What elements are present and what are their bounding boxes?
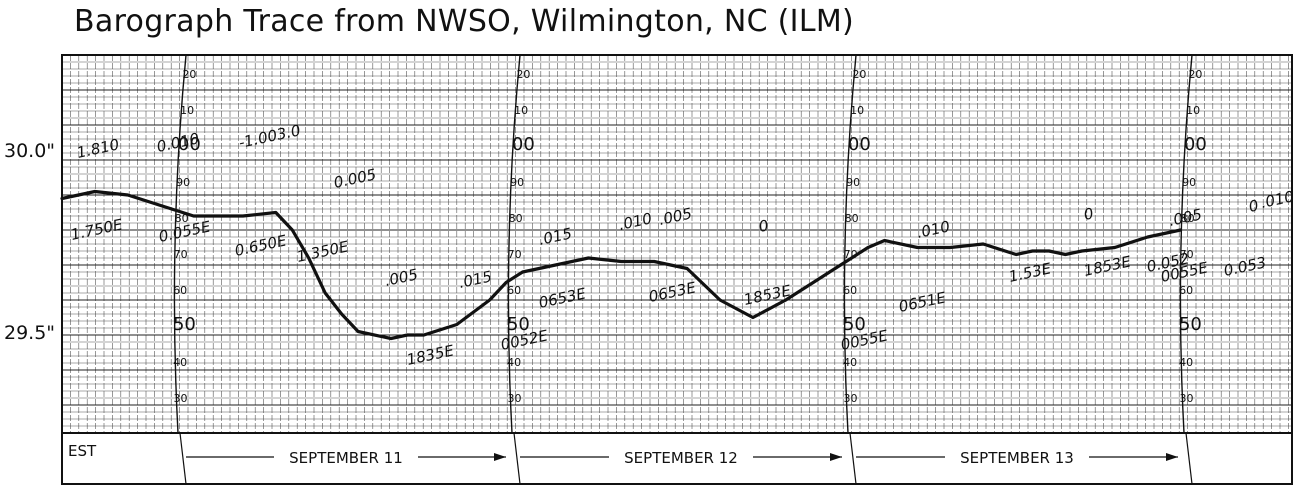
y-axis-label-30: 30.0" xyxy=(4,140,56,162)
day-divider-lines xyxy=(173,54,1193,434)
day-label-bg xyxy=(945,446,1089,468)
tick-label: 10 xyxy=(514,104,528,117)
day-label-bg xyxy=(609,446,753,468)
annotation: 1.53E xyxy=(1007,259,1053,286)
tick-label: 80 xyxy=(845,212,859,225)
date-bar-divider xyxy=(513,432,521,485)
tick-label: 40 xyxy=(507,356,521,369)
tick-label: 20 xyxy=(516,68,530,81)
tick-label: 20 xyxy=(852,68,866,81)
tick-label: 90 xyxy=(176,176,190,189)
annotation: .015 xyxy=(457,267,493,292)
tick-label: 40 xyxy=(173,356,187,369)
tick-label: 90 xyxy=(1182,176,1196,189)
tick-label: 10 xyxy=(850,104,864,117)
pressure-trace-line xyxy=(60,189,1183,341)
annotation: 0 xyxy=(1082,204,1095,224)
day-arrow-head xyxy=(830,453,842,461)
tick-label: 00 xyxy=(512,134,535,155)
date-bar-divider xyxy=(1185,432,1193,485)
tick-label: 20 xyxy=(1188,68,1202,81)
day-arrow-head xyxy=(494,453,506,461)
tick-label: 60 xyxy=(507,284,521,297)
annotation: .010 xyxy=(1259,187,1295,212)
tick-label: 20 xyxy=(182,68,196,81)
annotation: 1.750E xyxy=(69,215,125,244)
tick-label: 30 xyxy=(844,392,858,405)
tick-label: 60 xyxy=(173,284,187,297)
tick-label: 50 xyxy=(507,314,530,335)
annotation: 1853E xyxy=(1082,252,1133,280)
date-bar-divider xyxy=(849,432,857,485)
day-divider-3 xyxy=(1179,54,1193,434)
tick-label: 80 xyxy=(175,212,189,225)
tick-label: 50 xyxy=(173,314,196,335)
tick-label: 80 xyxy=(1181,212,1195,225)
tick-label: 10 xyxy=(1186,104,1200,117)
tick-label: 60 xyxy=(843,284,857,297)
tick-label: 10 xyxy=(180,104,194,117)
annotation: 0653E xyxy=(537,284,588,312)
day-label-2: SEPTEMBER 12 xyxy=(624,449,738,467)
y-axis-label-29-5: 29.5" xyxy=(4,322,56,344)
day-arrow-head xyxy=(1166,453,1178,461)
day-divider-1 xyxy=(507,54,521,434)
annotation: .005 xyxy=(657,204,693,229)
tick-label: 00 xyxy=(848,134,871,155)
annotation: 0 xyxy=(757,216,770,236)
annotation: 0 xyxy=(1247,196,1260,216)
annotation: -1.003.0 xyxy=(237,121,302,152)
tick-label: 70 xyxy=(508,248,522,261)
tick-label: 70 xyxy=(174,248,188,261)
tick-label: 30 xyxy=(174,392,188,405)
tick-label: 30 xyxy=(508,392,522,405)
day-arrows: SEPTEMBER 11 SEPTEMBER 12 SEPTEMBER 13 xyxy=(179,432,1193,485)
tick-label: 90 xyxy=(510,176,524,189)
chart-grid xyxy=(61,54,1292,434)
date-bar: EST SEPTEMBER 11 SEPTEMBER 12 SEPTEMBER 13 xyxy=(61,432,1293,485)
annotation: 1.810 xyxy=(75,135,121,162)
tick-label: 50 xyxy=(843,314,866,335)
date-bar-divider xyxy=(179,432,187,485)
annotation: .010 xyxy=(915,217,951,242)
timezone-label: EST xyxy=(68,442,97,460)
tick-label: 80 xyxy=(509,212,523,225)
day-label-3: SEPTEMBER 13 xyxy=(960,449,1074,467)
tick-label: 00 xyxy=(1184,134,1207,155)
tick-label: 50 xyxy=(1179,314,1202,335)
annotation: 0.053 xyxy=(1222,253,1268,280)
tick-label: 70 xyxy=(1180,248,1194,261)
tick-label: 60 xyxy=(1179,284,1193,297)
day-divider-0 xyxy=(173,54,187,434)
tick-label: 00 xyxy=(178,134,201,155)
tick-label: 40 xyxy=(843,356,857,369)
annotation: .015 xyxy=(537,224,573,249)
annotation: 0651E xyxy=(897,288,948,316)
day-label-bg xyxy=(274,446,418,468)
tick-label: 90 xyxy=(846,176,860,189)
chart-tick-labels: 2010009080706050403020100090807060504030… xyxy=(173,68,1207,405)
annotation: 0.055E xyxy=(157,217,213,246)
annotation: 0653E xyxy=(647,278,698,306)
tick-label: 40 xyxy=(1179,356,1193,369)
day-label-1: SEPTEMBER 11 xyxy=(289,449,403,467)
page-title: Barograph Trace from NWSO, Wilmington, N… xyxy=(74,4,855,39)
tick-label: 30 xyxy=(1180,392,1194,405)
day-divider-2 xyxy=(843,54,857,434)
